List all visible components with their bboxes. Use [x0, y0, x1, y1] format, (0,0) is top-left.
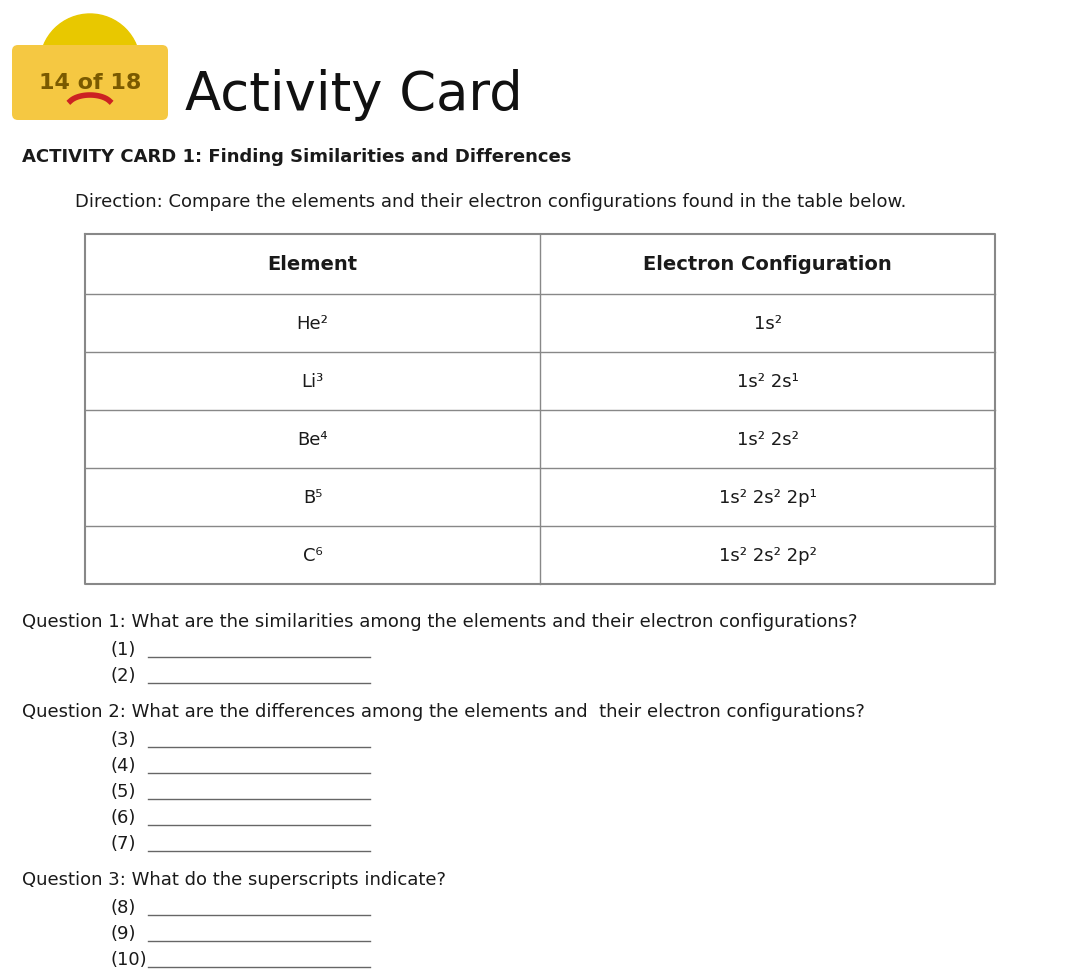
Text: Element: Element [268, 255, 357, 275]
Text: (2): (2) [110, 666, 135, 684]
Text: (6): (6) [110, 808, 135, 827]
Text: (5): (5) [110, 783, 135, 800]
Text: Question 3: What do the superscripts indicate?: Question 3: What do the superscripts ind… [22, 871, 446, 888]
Text: (7): (7) [110, 834, 135, 852]
Text: 1s² 2s¹: 1s² 2s¹ [737, 372, 798, 391]
Text: ACTIVITY CARD 1: Finding Similarities and Differences: ACTIVITY CARD 1: Finding Similarities an… [22, 148, 571, 166]
Text: (1): (1) [110, 640, 135, 658]
Text: Be⁴: Be⁴ [297, 431, 327, 448]
Text: 14 of 18: 14 of 18 [39, 73, 141, 94]
Text: (3): (3) [110, 730, 135, 748]
Text: (4): (4) [110, 756, 135, 774]
Circle shape [40, 15, 140, 115]
Text: B⁵: B⁵ [302, 488, 322, 506]
Text: Direction: Compare the elements and their electron configurations found in the t: Direction: Compare the elements and thei… [75, 192, 906, 211]
Text: (10): (10) [110, 950, 147, 968]
Text: Question 2: What are the differences among the elements and  their electron conf: Question 2: What are the differences amo… [22, 702, 865, 720]
Text: 1s² 2s² 2p²: 1s² 2s² 2p² [718, 546, 816, 565]
Text: (9): (9) [110, 924, 135, 942]
Text: C⁶: C⁶ [302, 546, 322, 565]
Text: (8): (8) [110, 898, 135, 916]
Text: He²: He² [297, 315, 328, 332]
Text: Activity Card: Activity Card [185, 69, 523, 121]
Text: Electron Configuration: Electron Configuration [643, 255, 892, 275]
Text: 1s²: 1s² [754, 315, 782, 332]
Text: Li³: Li³ [301, 372, 324, 391]
FancyBboxPatch shape [12, 46, 168, 121]
Text: Question 1: What are the similarities among the elements and their electron conf: Question 1: What are the similarities am… [22, 613, 858, 630]
Text: 1s² 2s²: 1s² 2s² [737, 431, 798, 448]
Text: 1s² 2s² 2p¹: 1s² 2s² 2p¹ [718, 488, 816, 506]
